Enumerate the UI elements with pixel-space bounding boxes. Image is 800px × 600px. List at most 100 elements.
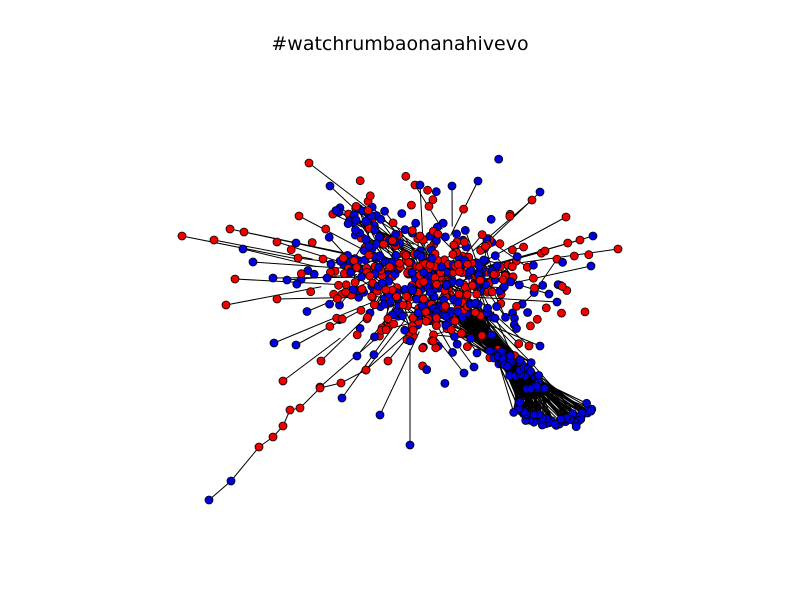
graph-node-red: [530, 283, 539, 293]
graph-node-red: [334, 280, 343, 290]
graph-node-red: [294, 211, 304, 221]
graph-node-blue: [431, 187, 441, 197]
graph-node-red: [489, 270, 499, 279]
graph-edge: [379, 331, 420, 416]
graph-node-red: [321, 224, 331, 234]
graph-node-blue: [452, 339, 462, 349]
graph-node-blue: [400, 225, 410, 235]
graph-node-red: [508, 245, 517, 255]
graph-node-red: [306, 287, 316, 297]
graph-node-blue: [453, 297, 463, 307]
graph-node-blue: [386, 296, 395, 306]
graph-node-blue: [469, 362, 479, 372]
graph-node-red: [221, 300, 231, 310]
graph-node-blue: [376, 214, 386, 224]
graph-node-red: [569, 251, 579, 261]
graph-node-red: [364, 250, 374, 260]
graph-node-red: [336, 378, 346, 388]
graph-node-blue: [503, 362, 513, 371]
graph-node-red: [613, 244, 623, 254]
graph-node-blue: [352, 351, 362, 361]
graph-node-red: [575, 235, 585, 245]
graph-node-red: [318, 254, 328, 264]
graph-node-blue: [419, 267, 428, 277]
graph-node-blue: [515, 355, 525, 365]
graph-node-red: [296, 269, 306, 279]
graph-node-red: [541, 303, 551, 313]
graph-node-red: [350, 277, 360, 287]
graph-node-red: [448, 249, 458, 259]
graph-node-red: [450, 316, 460, 326]
graph-node-red: [341, 280, 351, 290]
graph-node-red: [352, 330, 362, 340]
graph-node-red: [507, 262, 517, 272]
graph-node-red: [472, 289, 482, 299]
graph-node-red: [357, 284, 367, 294]
graph-node-red: [421, 316, 431, 326]
graph-node-blue: [487, 330, 497, 340]
graph-node-blue: [440, 232, 450, 242]
graph-node-red: [402, 291, 411, 301]
graph-node-red: [304, 158, 314, 168]
graph-node-blue: [398, 311, 407, 321]
graph-node-blue: [325, 181, 335, 191]
graph-node-blue: [324, 232, 334, 242]
graph-node-red: [505, 211, 515, 221]
graph-node-red: [395, 258, 404, 268]
graph-node-blue: [226, 476, 236, 486]
graph-node-red: [487, 287, 497, 297]
graph-edge: [498, 363, 519, 408]
graph-node-red: [415, 231, 425, 241]
graph-edge: [230, 446, 260, 482]
graph-node-blue: [512, 252, 522, 262]
graph-node-red: [561, 212, 571, 222]
graph-node-blue: [416, 252, 426, 261]
graph-node-red: [361, 365, 371, 375]
graph-node-blue: [427, 253, 437, 263]
graph-node-red: [459, 237, 469, 247]
graph-node-red: [365, 191, 375, 201]
graph-node-red: [557, 281, 567, 291]
graph-node-blue: [479, 255, 489, 265]
graph-node-blue: [582, 398, 591, 408]
graph-node-blue: [512, 324, 521, 333]
graph-node-red: [332, 294, 342, 304]
graph-node-blue: [437, 262, 446, 272]
graph-node-blue: [490, 313, 500, 323]
graph-node-blue: [466, 333, 476, 343]
graph-node-blue: [364, 241, 374, 251]
graph-node-red: [446, 325, 456, 335]
graph-node-blue: [492, 261, 502, 271]
graph-node-blue: [322, 273, 332, 283]
graph-node-blue: [380, 206, 390, 216]
node-layer: [177, 154, 623, 505]
graph-node-blue: [586, 406, 596, 416]
graph-node-blue: [448, 347, 458, 357]
graph-node-blue: [494, 154, 504, 164]
graph-edge: [473, 296, 558, 303]
graph-node-blue: [408, 286, 418, 295]
graph-node-blue: [455, 278, 465, 288]
graph-node-blue: [534, 370, 544, 380]
graph-node-blue: [415, 180, 425, 190]
graph-edge: [308, 162, 370, 210]
graph-node-red: [278, 421, 288, 431]
graph-node-red: [363, 312, 373, 322]
graph-node-blue: [460, 225, 470, 235]
graph-node-red: [316, 356, 326, 366]
graph-edge: [282, 337, 341, 382]
graph-node-red: [367, 291, 377, 301]
graph-node-blue: [485, 346, 495, 356]
graph-node-blue: [425, 287, 435, 297]
graph-node-red: [428, 336, 438, 346]
graph-node-blue: [505, 351, 515, 361]
graph-node-blue: [447, 181, 457, 191]
graph-node-blue: [459, 368, 469, 378]
graph-node-blue: [370, 225, 380, 235]
graph-node-blue: [405, 336, 415, 346]
graph-edge: [319, 338, 377, 388]
graph-node-blue: [309, 269, 319, 279]
graph-node-blue: [523, 308, 532, 317]
graph-edge: [365, 319, 406, 371]
graph-node-red: [225, 224, 235, 234]
